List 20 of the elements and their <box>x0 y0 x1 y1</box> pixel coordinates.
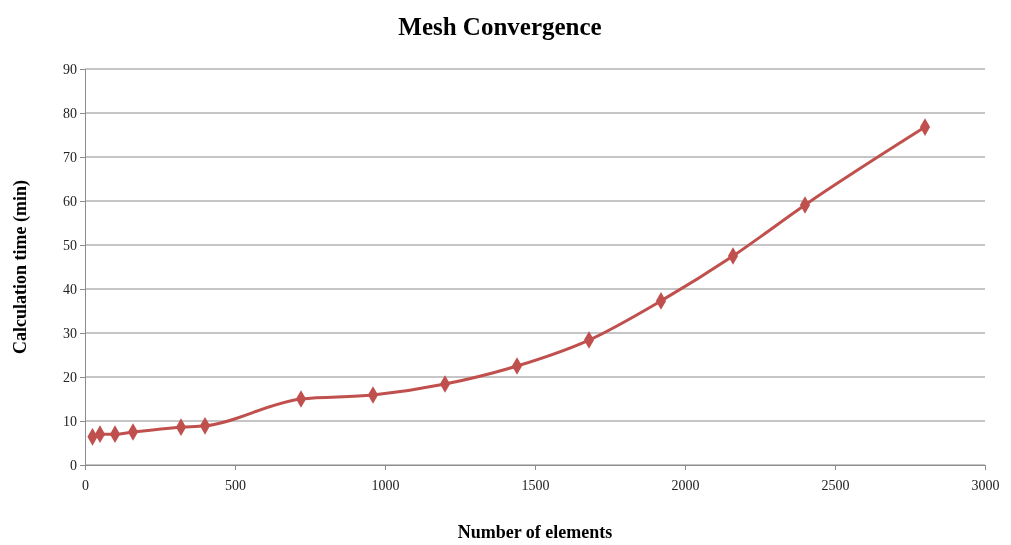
y-tick-label: 70 <box>63 149 77 165</box>
y-tick-label: 50 <box>63 237 77 253</box>
x-tick-label: 0 <box>82 477 89 493</box>
y-tick-label: 20 <box>63 369 77 385</box>
x-tick-label: 1500 <box>521 477 550 493</box>
x-tick-label: 500 <box>225 477 246 493</box>
y-tick-label: 0 <box>70 457 77 473</box>
x-tick-label: 2000 <box>671 477 700 493</box>
x-tick-label: 2500 <box>821 477 850 493</box>
y-tick-label: 40 <box>63 281 77 297</box>
x-axis-title: Number of elements <box>457 522 613 542</box>
y-tick-label: 60 <box>63 193 77 209</box>
x-tick-label: 1000 <box>371 477 400 493</box>
x-tick-label: 3000 <box>971 477 1000 493</box>
y-tick-label: 10 <box>63 413 77 429</box>
y-tick-label: 30 <box>63 325 77 341</box>
y-axis-title: Calculation time (min) <box>10 180 31 354</box>
y-tick-label: 90 <box>63 61 77 77</box>
chart-title: Mesh Convergence <box>398 13 602 40</box>
y-tick-label: 80 <box>63 105 77 121</box>
